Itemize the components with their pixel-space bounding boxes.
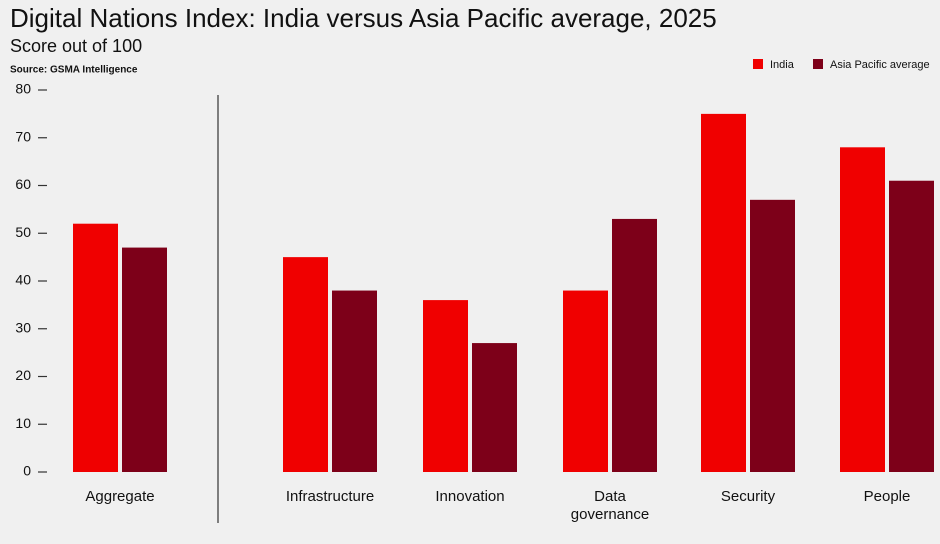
legend-label: Asia Pacific average	[830, 59, 930, 71]
bar	[563, 290, 608, 472]
y-tick-label: 30	[15, 319, 31, 335]
y-tick-label: 50	[15, 224, 31, 240]
bar	[472, 343, 517, 472]
bar	[122, 247, 167, 472]
y-tick-label: 60	[15, 176, 31, 192]
legend-swatch	[813, 59, 823, 69]
chart-title: Digital Nations Index: India versus Asia…	[10, 3, 717, 33]
x-tick-label: People	[864, 488, 911, 505]
y-tick-label: 40	[15, 272, 31, 288]
source-note: Source: GSMA Intelligence	[10, 65, 138, 76]
bar	[423, 300, 468, 472]
x-tick-label: Data governance	[571, 488, 649, 523]
bar	[332, 290, 377, 472]
chart-subtitle: Score out of 100	[10, 36, 142, 56]
x-tick-label: Security	[721, 488, 776, 505]
bar	[889, 180, 934, 472]
legend-label: India	[770, 59, 795, 71]
y-tick-label: 20	[15, 367, 31, 383]
bar	[612, 218, 657, 472]
y-tick-label: 80	[15, 81, 31, 97]
bar	[73, 223, 118, 472]
bar	[750, 199, 795, 472]
x-tick-label: Aggregate	[85, 488, 154, 505]
x-tick-label: Infrastructure	[286, 488, 374, 505]
bar	[840, 147, 885, 473]
y-tick-label: 10	[15, 415, 31, 431]
x-tick-label: Innovation	[435, 488, 504, 505]
legend-swatch	[753, 59, 763, 69]
bar	[701, 113, 746, 472]
y-tick-label: 70	[15, 128, 31, 144]
y-tick-label: 0	[23, 463, 31, 479]
bar	[283, 257, 328, 472]
